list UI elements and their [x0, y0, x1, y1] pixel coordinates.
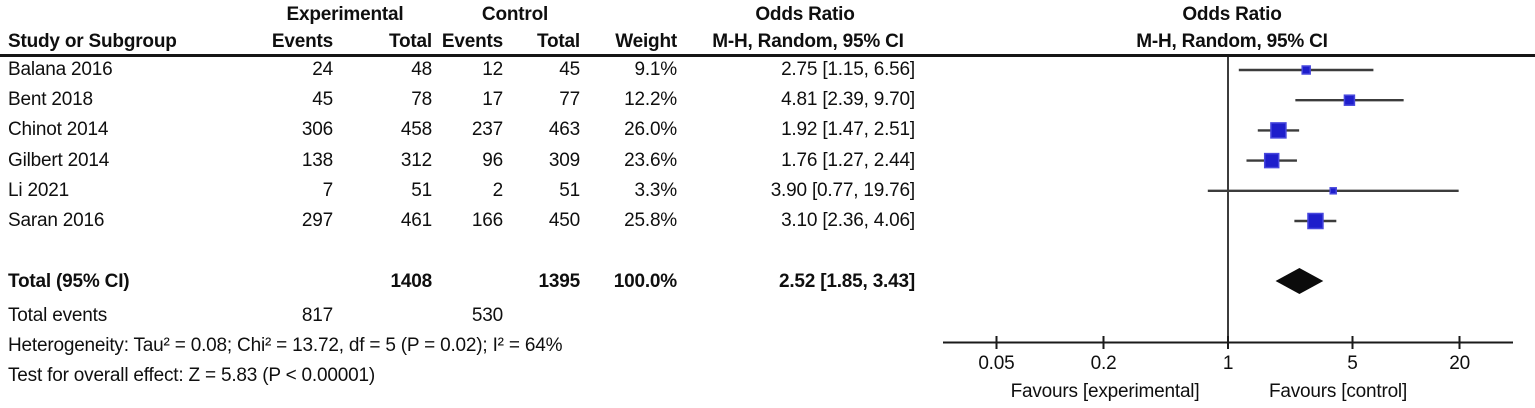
total-experimental: 461 [400, 210, 432, 231]
header-weight: Weight [615, 31, 677, 52]
axis-tick-label: 0.2 [1091, 353, 1117, 374]
weight-value: 23.6% [624, 149, 677, 171]
total-weight: 100.0% [613, 271, 677, 292]
ci-text: 1.92 [1.47, 2.51] [781, 119, 915, 141]
total-experimental: 458 [400, 119, 432, 141]
or-marker [1263, 152, 1280, 169]
total-control: 463 [548, 119, 580, 141]
or-marker [1343, 94, 1356, 106]
events-control: 12 [482, 59, 503, 80]
weight-value: 12.2% [624, 89, 677, 111]
total-ci-text: 2.52 [1.85, 3.43] [778, 271, 915, 292]
total-control: 450 [548, 210, 580, 231]
header-rule [0, 54, 1535, 57]
header-total-ctl: Total [537, 31, 580, 52]
total-exp-n: 1408 [390, 271, 433, 292]
weight-value: 25.8% [624, 210, 677, 231]
weight-value: 9.1% [634, 59, 677, 80]
or-marker [1270, 122, 1287, 139]
favours-left-label: Favours [experimental] [1011, 381, 1200, 402]
study-name: Balana 2016 [8, 59, 113, 80]
overall-effect-line: Test for overall effect: Z = 5.83 (P < 0… [8, 365, 375, 386]
events-control: 166 [471, 210, 503, 231]
total-events-exp: 817 [301, 305, 333, 326]
axis-tick-label: 1 [1223, 353, 1233, 374]
ci-text: 3.10 [2.36, 4.06] [781, 210, 915, 231]
events-experimental: 138 [301, 149, 333, 171]
total-control: 77 [559, 89, 580, 111]
study-name: Saran 2016 [8, 210, 105, 231]
header-odds-ratio-text: Odds Ratio [755, 4, 855, 25]
total-control: 309 [548, 149, 580, 171]
total-experimental: 48 [411, 59, 432, 80]
total-experimental: 51 [411, 179, 432, 201]
total-label: Total (95% CI) [8, 271, 130, 292]
heterogeneity-line: Heterogeneity: Tau² = 0.08; Chi² = 13.72… [8, 335, 563, 356]
ci-text: 2.75 [1.15, 6.56] [781, 59, 915, 80]
study-name: Bent 2018 [8, 89, 93, 111]
study-name: Chinot 2014 [8, 119, 109, 141]
total-ctl-n: 1395 [538, 271, 581, 292]
header-events-ctl: Events [441, 31, 503, 52]
header-control: Control [481, 4, 549, 25]
total-experimental: 312 [400, 149, 432, 171]
header-odds-ratio-plot: Odds Ratio [1182, 4, 1282, 25]
or-marker [1329, 187, 1337, 195]
events-control: 96 [482, 149, 503, 171]
events-control: 17 [482, 89, 503, 111]
ci-text: 1.76 [1.27, 2.44] [781, 149, 915, 171]
axis-tick-label: 20 [1449, 353, 1470, 374]
events-experimental: 297 [301, 210, 333, 231]
axis-tick-label: 0.05 [978, 353, 1014, 374]
events-control: 2 [492, 179, 504, 201]
header-study-or-subgroup: Study or Subgroup [8, 31, 177, 52]
summary-diamond [1275, 268, 1324, 294]
events-experimental: 7 [322, 179, 334, 201]
total-experimental: 78 [411, 89, 432, 111]
total-control: 45 [559, 59, 580, 80]
header-ci-plot-col: M-H, Random, 95% CI [1136, 31, 1328, 52]
or-marker [1301, 65, 1311, 75]
weight-value: 3.3% [634, 179, 677, 201]
study-name: Gilbert 2014 [8, 149, 110, 171]
or-marker [1307, 212, 1324, 230]
header-events-exp: Events [271, 31, 333, 52]
header-total-exp: Total [389, 31, 432, 52]
favours-right-label: Favours [control] [1269, 381, 1407, 402]
axis-tick-label: 5 [1347, 353, 1357, 374]
weight-value: 26.0% [624, 119, 677, 141]
events-control: 237 [471, 119, 503, 141]
events-experimental: 24 [312, 59, 333, 80]
header-ci-text-col: M-H, Random, 95% CI [712, 31, 904, 52]
header-experimental: Experimental [286, 4, 404, 25]
ci-text: 3.90 [0.77, 19.76] [770, 179, 916, 201]
ci-text: 4.81 [2.39, 9.70] [781, 89, 915, 111]
total-control: 51 [559, 179, 580, 201]
study-name: Li 2021 [8, 179, 69, 201]
total-events-label: Total events [8, 305, 107, 326]
events-experimental: 45 [312, 89, 333, 111]
total-events-ctl: 530 [471, 305, 503, 326]
events-experimental: 306 [301, 119, 333, 141]
